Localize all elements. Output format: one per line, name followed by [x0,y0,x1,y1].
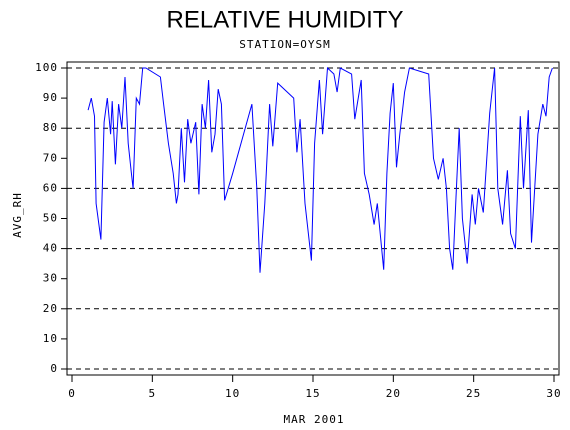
x-tick-label: 15 [305,387,320,400]
y-axis-label: AVG_RH [11,192,24,238]
y-tick-label: 80 [43,121,58,134]
y-tick-label: 60 [43,181,58,194]
x-tick-label: 0 [68,387,76,400]
x-tick-label: 25 [466,387,481,400]
x-tick-label: 30 [546,387,561,400]
x-tick-label: 10 [225,387,240,400]
y-tick-label: 50 [43,212,58,225]
x-tick-label: 20 [386,387,401,400]
y-tick-label: 30 [43,272,58,285]
y-tick-label: 70 [43,151,58,164]
x-axis-label: MAR 2001 [284,413,345,426]
data-line [87,66,553,273]
y-tick-label: 100 [35,61,58,74]
y-tick-label: 40 [43,242,58,255]
y-tick-label: 90 [43,91,58,104]
chart-title: RELATIVE HUMIDITY [167,6,404,33]
x-tick-label: 5 [149,387,157,400]
y-tick-label: 0 [50,362,58,375]
y-tick-label: 10 [43,332,58,345]
y-tick-label: 20 [43,302,58,315]
chart-subtitle: STATION=OYSM [239,38,330,51]
